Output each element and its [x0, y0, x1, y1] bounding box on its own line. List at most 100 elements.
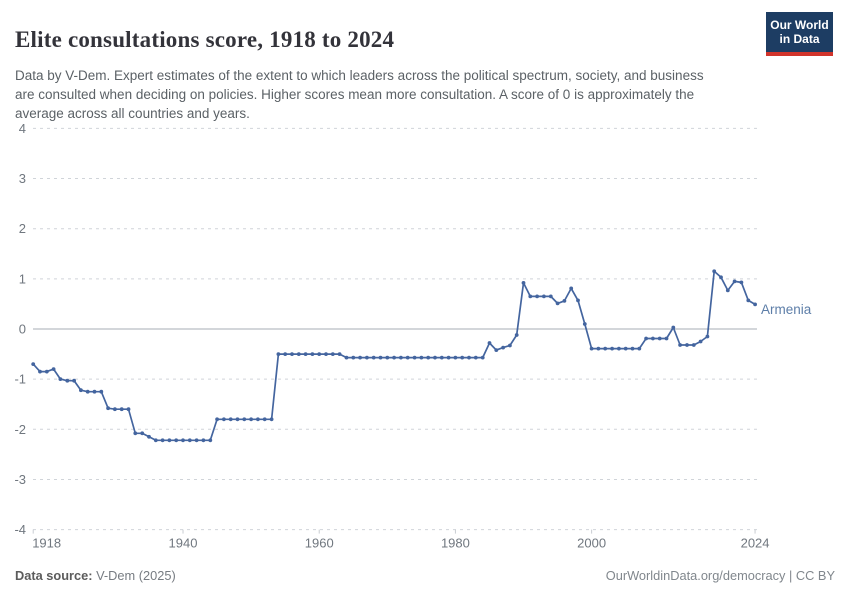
data-point[interactable] [644, 336, 648, 341]
data-point[interactable] [330, 352, 335, 356]
data-point[interactable] [433, 355, 437, 360]
data-point[interactable] [228, 417, 233, 422]
data-point[interactable] [698, 339, 703, 344]
data-point[interactable] [208, 438, 213, 443]
data-point[interactable] [671, 325, 676, 330]
data-point[interactable] [160, 438, 165, 443]
data-point[interactable] [201, 438, 206, 443]
owid-logo[interactable]: Our World in Data [766, 12, 833, 56]
data-point[interactable] [140, 431, 145, 436]
data-point[interactable] [569, 286, 574, 291]
data-point[interactable] [194, 438, 199, 443]
data-point[interactable] [235, 417, 240, 422]
data-point[interactable] [351, 355, 356, 360]
data-point[interactable] [589, 346, 594, 351]
data-point[interactable] [582, 322, 587, 326]
data-point[interactable] [535, 294, 539, 299]
data-point[interactable] [473, 355, 478, 360]
data-point[interactable] [276, 352, 281, 356]
data-point[interactable] [691, 343, 696, 347]
data-point[interactable] [501, 345, 505, 350]
data-point[interactable] [181, 438, 185, 443]
data-point[interactable] [405, 355, 410, 360]
data-point[interactable] [739, 280, 744, 285]
data-point[interactable] [283, 352, 288, 356]
data-point[interactable] [521, 281, 526, 285]
data-point[interactable] [44, 369, 49, 374]
series-label-armenia[interactable]: Armenia [761, 302, 812, 317]
data-point[interactable] [79, 388, 83, 393]
data-point[interactable] [657, 336, 662, 341]
data-point[interactable] [378, 355, 383, 360]
data-point[interactable] [637, 346, 642, 351]
data-point[interactable] [58, 377, 63, 381]
data-point[interactable] [725, 288, 730, 293]
data-point[interactable] [753, 302, 757, 307]
data-point[interactable] [256, 417, 260, 422]
data-point[interactable] [494, 348, 499, 352]
data-point[interactable] [603, 346, 608, 351]
line-chart-canvas[interactable]: 4 3 2 1 0 -1 -2 -3 -4 1918 1940 1960 1980 2000 2024 [0, 0, 850, 565]
data-point[interactable] [119, 407, 124, 412]
data-point[interactable] [337, 352, 342, 356]
data-point[interactable] [99, 389, 104, 394]
data-point[interactable] [732, 279, 737, 284]
data-point[interactable] [92, 389, 97, 394]
data-point[interactable] [358, 355, 362, 360]
data-point[interactable] [126, 407, 131, 412]
data-point[interactable] [446, 355, 451, 360]
data-point[interactable] [426, 355, 431, 360]
data-point[interactable] [269, 417, 274, 422]
data-point[interactable] [548, 294, 553, 299]
data-point[interactable] [65, 378, 70, 383]
data-point[interactable] [51, 367, 56, 371]
data-point[interactable] [719, 275, 723, 280]
data-point[interactable] [746, 298, 751, 303]
data-point[interactable] [630, 346, 635, 351]
data-point[interactable] [623, 346, 628, 351]
data-point[interactable] [439, 355, 444, 360]
data-point[interactable] [242, 417, 247, 422]
data-point[interactable] [576, 298, 580, 303]
data-point[interactable] [344, 355, 349, 360]
data-point[interactable] [133, 431, 138, 436]
data-point[interactable] [290, 352, 294, 356]
data-point[interactable] [596, 346, 601, 351]
data-point[interactable] [678, 343, 682, 347]
data-point[interactable] [187, 438, 192, 443]
data-point[interactable] [651, 336, 655, 341]
data-point[interactable] [419, 355, 424, 360]
data-point[interactable] [385, 355, 390, 360]
data-point[interactable] [664, 336, 669, 341]
data-point[interactable] [617, 346, 621, 351]
citation-link[interactable]: OurWorldinData.org/democracy | CC BY [605, 568, 835, 583]
data-point[interactable] [412, 355, 417, 360]
data-point[interactable] [542, 294, 546, 299]
data-point[interactable] [480, 355, 485, 360]
data-point[interactable] [371, 355, 376, 360]
data-point[interactable] [249, 417, 254, 422]
data-point[interactable] [555, 301, 560, 306]
data-point[interactable] [562, 299, 567, 303]
data-point[interactable] [147, 434, 151, 439]
data-point[interactable] [324, 352, 328, 356]
data-point[interactable] [222, 417, 226, 422]
data-point[interactable] [38, 369, 42, 374]
data-point[interactable] [167, 438, 172, 443]
data-point[interactable] [508, 343, 512, 348]
data-point[interactable] [106, 406, 110, 411]
data-point[interactable] [528, 294, 533, 299]
data-point[interactable] [296, 352, 301, 356]
data-point[interactable] [685, 343, 689, 347]
data-point[interactable] [610, 346, 614, 351]
data-point[interactable] [460, 355, 465, 360]
data-point[interactable] [31, 362, 36, 366]
data-point[interactable] [85, 389, 90, 394]
data-point[interactable] [215, 417, 220, 422]
data-point[interactable] [113, 407, 117, 412]
data-point[interactable] [310, 352, 315, 356]
data-point[interactable] [153, 438, 158, 443]
data-point[interactable] [705, 334, 710, 339]
data-point[interactable] [453, 355, 458, 360]
data-point[interactable] [262, 417, 267, 422]
